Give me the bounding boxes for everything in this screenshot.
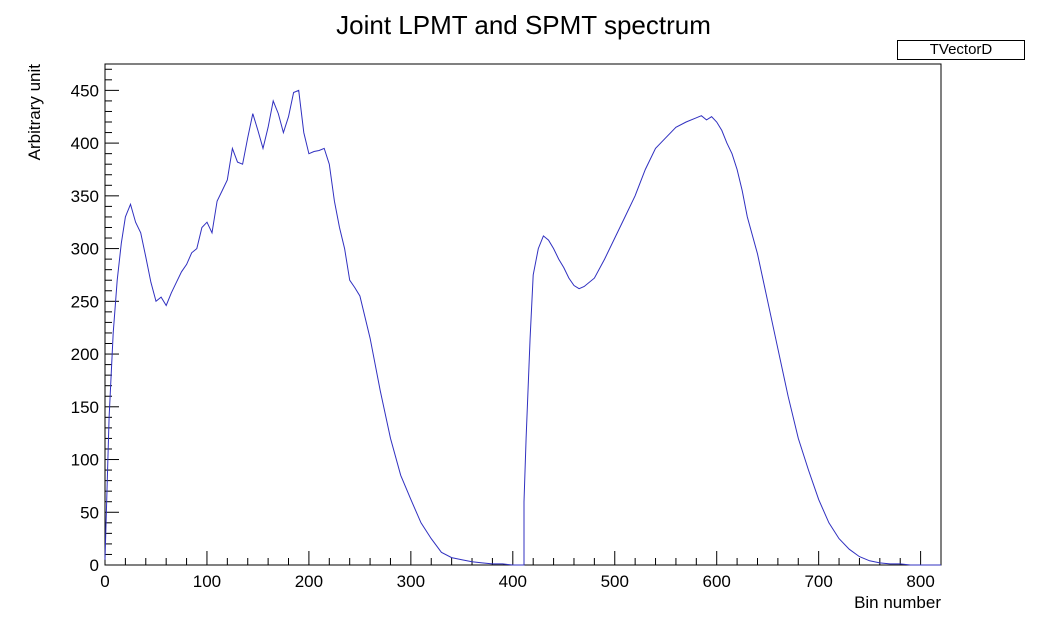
y-tick-label: 400 bbox=[71, 134, 99, 153]
x-tick-label: 100 bbox=[193, 572, 221, 591]
x-tick-label: 700 bbox=[804, 572, 832, 591]
x-tick-label: 400 bbox=[499, 572, 527, 591]
y-tick-label: 0 bbox=[90, 556, 99, 575]
x-tick-label: 500 bbox=[601, 572, 629, 591]
x-tick-label: 0 bbox=[100, 572, 109, 591]
chart-title: Joint LPMT and SPMT spectrum bbox=[336, 10, 711, 40]
y-tick-label: 200 bbox=[71, 345, 99, 364]
x-tick-label: 600 bbox=[703, 572, 731, 591]
y-tick-label: 100 bbox=[71, 451, 99, 470]
y-tick-label: 150 bbox=[71, 398, 99, 417]
series-line bbox=[104, 89, 941, 566]
x-tick-label: 300 bbox=[397, 572, 425, 591]
x-tick-label: 800 bbox=[906, 572, 934, 591]
y-tick-label: 250 bbox=[71, 292, 99, 311]
x-tick-label: 200 bbox=[295, 572, 323, 591]
y-tick-label: 350 bbox=[71, 187, 99, 206]
x-axis-label: Bin number bbox=[854, 593, 941, 612]
legend-box: TVectorD bbox=[897, 40, 1025, 60]
y-tick-label: 300 bbox=[71, 240, 99, 259]
y-tick-label: 50 bbox=[80, 503, 99, 522]
y-tick-label: 450 bbox=[71, 81, 99, 100]
y-axis-label: Arbitrary unit bbox=[25, 64, 44, 161]
